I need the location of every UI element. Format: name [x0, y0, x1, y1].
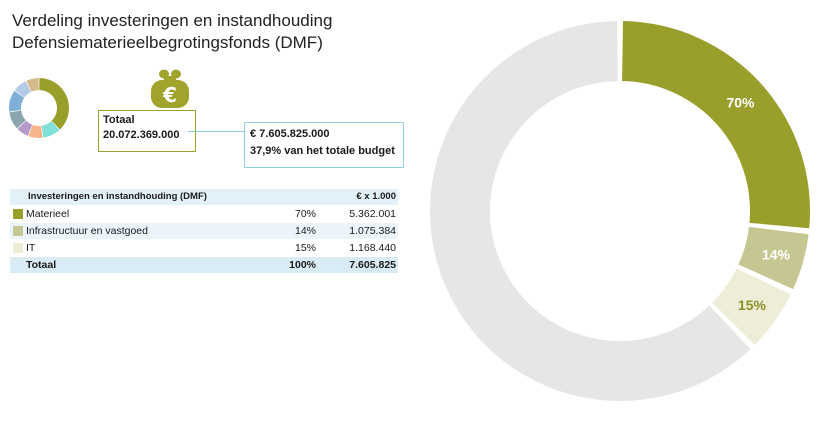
table-header-label: Investeringen en instandhouding (DMF)	[28, 191, 207, 202]
connector-line	[188, 131, 244, 132]
row-pct: 70%	[294, 208, 316, 220]
chart-title: Verdeling investeringen en instandhoudin…	[12, 10, 332, 54]
title-line-1: Verdeling investeringen en instandhoudin…	[12, 11, 333, 30]
mini-slice-2	[28, 124, 43, 138]
mini-slice-4	[9, 110, 26, 129]
table-header: Investeringen en instandhouding (DMF) € …	[10, 189, 398, 206]
main-slice-label-2: 15%	[738, 297, 767, 313]
row-pct: 14%	[294, 225, 316, 237]
mini-slice-5	[9, 90, 25, 112]
mini-slice-7	[26, 78, 39, 92]
legend-swatch-infrastructuur	[13, 226, 23, 236]
money-bag-euro-icon: €	[151, 69, 189, 108]
mini-slice-6	[14, 81, 32, 98]
legend-swatch-it	[13, 243, 23, 253]
table-total-row: Totaal 100% 7.605.825	[10, 257, 398, 274]
total-value: 7.605.825	[349, 259, 396, 271]
euro-symbol: €	[162, 83, 177, 107]
row-pct: 15%	[294, 242, 316, 254]
main-donut-chart: 70% 14% 15%	[430, 21, 810, 402]
main-slice-2	[712, 268, 791, 345]
table-header-unit: € x 1.000	[356, 191, 396, 202]
table-row: Materieel 70% 5.362.001	[10, 206, 398, 223]
budget-box: € 7.605.825.000 37,9% van het totale bud…	[244, 122, 404, 168]
main-slice-label-0: 70%	[726, 95, 755, 111]
totaal-label: Totaal	[103, 114, 135, 126]
legend-swatch-materieel	[13, 209, 23, 219]
mini-slice-0	[39, 78, 70, 130]
main-slice-0	[622, 21, 810, 229]
mini-slice-1	[41, 121, 60, 138]
money-bag-shape	[151, 69, 189, 108]
table-row: Infrastructuur en vastgoed 14% 1.075.384	[10, 223, 398, 240]
totaal-value: 20.072.369.000	[103, 129, 180, 141]
row-value: 1.075.384	[349, 225, 396, 237]
dmf-table: Investeringen en instandhouding (DMF) € …	[10, 189, 398, 274]
total-pct: 100%	[289, 259, 316, 271]
title-line-2: Defensiematerieelbegrotingsfonds (DMF)	[12, 33, 323, 52]
row-value: 5.362.001	[349, 208, 396, 220]
main-slice-3	[430, 21, 751, 402]
row-label: Materieel	[26, 208, 70, 220]
mini-slice-3	[17, 120, 33, 136]
table-row: IT 15% 1.168.440	[10, 240, 398, 257]
main-slice-1	[738, 226, 809, 290]
totaal-box: Totaal 20.072.369.000	[98, 110, 196, 152]
row-label: Infrastructuur en vastgoed	[26, 225, 148, 237]
budget-amount: € 7.605.825.000	[250, 128, 330, 140]
total-label: Totaal	[26, 259, 57, 271]
mini-donut-chart	[9, 78, 70, 138]
row-label: IT	[26, 242, 36, 254]
budget-share: 37,9% van het totale budget	[250, 145, 395, 157]
row-value: 1.168.440	[349, 242, 396, 254]
main-slice-label-1: 14%	[762, 247, 791, 263]
